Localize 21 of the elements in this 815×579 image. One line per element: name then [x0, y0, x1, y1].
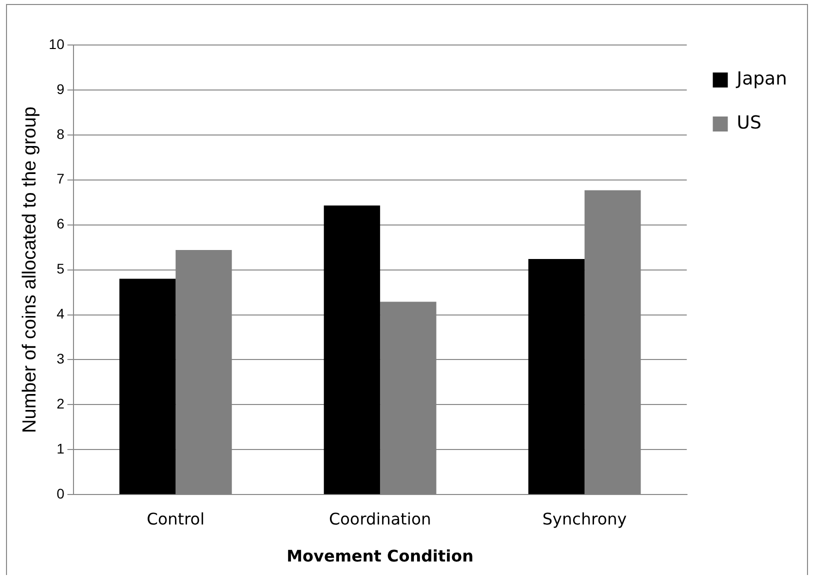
y-tick-label: 3 [56, 350, 65, 367]
y-tick-label: 10 [48, 36, 65, 52]
y-tick-label: 2 [56, 396, 65, 412]
x-axis-title: Movement Condition [286, 546, 474, 566]
bar [528, 259, 585, 494]
y-tick-label: 5 [56, 260, 65, 277]
y-tick-label: 4 [56, 306, 65, 322]
y-tick-label: 8 [56, 126, 65, 142]
y-axis-title: Number of coins allocated to the group [20, 106, 41, 433]
x-tick-label: Control [146, 509, 205, 528]
x-tick-label: Coordination [328, 509, 432, 528]
x-tick-label: Synchrony [542, 509, 627, 528]
y-tick-label: 1 [56, 440, 65, 456]
bar [119, 278, 176, 494]
legend-label: Japan [736, 68, 787, 90]
y-tick-label: 0 [56, 485, 65, 502]
y-tick-label: 6 [56, 216, 65, 232]
bar [324, 206, 380, 494]
y-tick-label: 7 [56, 170, 65, 187]
y-tick-label: 9 [56, 80, 65, 97]
legend-label: US [736, 112, 762, 134]
